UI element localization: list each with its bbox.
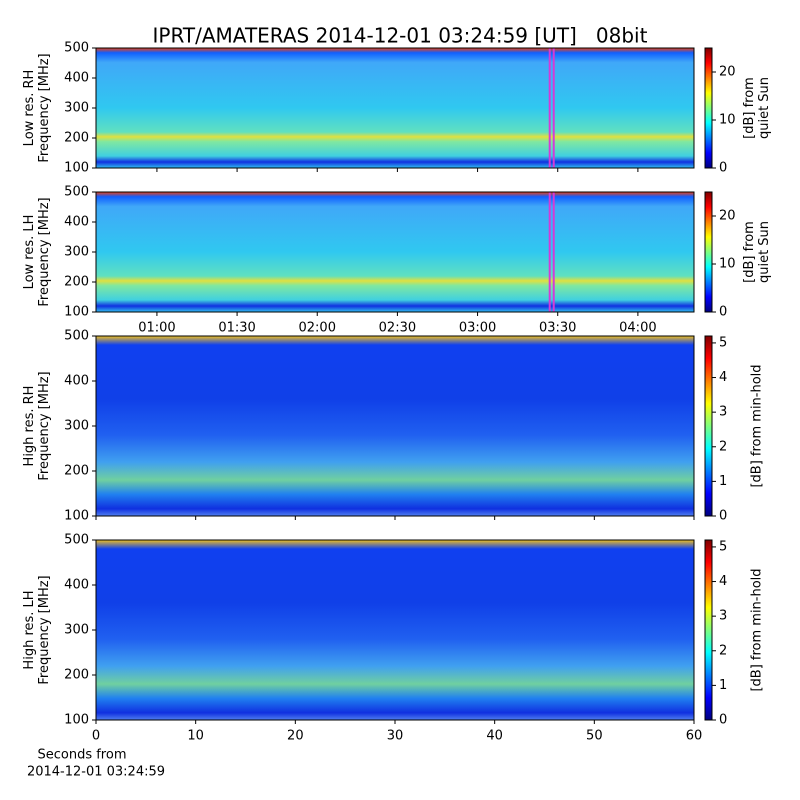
colorbar-tick-label: 1 — [719, 474, 727, 489]
x-tick-label: 50 — [586, 729, 603, 744]
x-tick-label: 10 — [187, 729, 204, 744]
colorbar-tick-label: 2 — [719, 643, 727, 658]
colorbar-tick-label: 0 — [719, 509, 727, 524]
colorbar-tick-label: 20 — [719, 209, 736, 224]
y-tick-label: 400 — [64, 578, 89, 593]
y-tick-label: 300 — [64, 101, 89, 116]
colorbar-tick-label: 0 — [719, 305, 727, 320]
y-axis-label: High res. RH — [22, 386, 37, 467]
colorbar — [704, 47, 713, 169]
y-tick-label: 300 — [64, 245, 89, 260]
y-tick-label: 500 — [64, 329, 89, 344]
colorbar-label: [dB] from min-hold — [750, 568, 765, 691]
y-tick-label: 200 — [64, 464, 89, 479]
x-tick-label: 20 — [287, 729, 304, 744]
y-axis-label: High res. LH — [22, 590, 37, 669]
y-tick-label: 400 — [64, 71, 89, 86]
colorbar — [704, 335, 713, 517]
y-tick-label: 100 — [64, 713, 89, 728]
x-axis-label: Seconds from — [37, 748, 126, 763]
y-tick-label: 500 — [64, 41, 89, 56]
y-axis-label: Frequency [MHz] — [37, 371, 52, 480]
x-tick-label: 04:00 — [619, 321, 656, 336]
y-tick-label: 300 — [64, 623, 89, 638]
colorbar-tick-label: 3 — [719, 405, 727, 420]
y-tick-label: 400 — [64, 215, 89, 230]
colorbar-label: quiet Sun — [757, 221, 772, 283]
y-tick-label: 200 — [64, 275, 89, 290]
x-tick-label: 01:00 — [138, 321, 175, 336]
x-tick-label: 03:30 — [539, 321, 576, 336]
colorbar-tick-label: 10 — [719, 257, 736, 272]
colorbar-tick-label: 1 — [719, 678, 727, 693]
colorbar-tick-label: 0 — [719, 713, 727, 728]
spectrogram — [96, 540, 694, 720]
y-axis-label: Frequency [MHz] — [37, 53, 52, 162]
colorbar — [704, 539, 713, 721]
colorbar-tick-label: 10 — [719, 113, 736, 128]
colorbar-label: [dB] from — [742, 77, 757, 139]
colorbar-tick-label: 5 — [719, 335, 727, 350]
spectrogram — [96, 336, 694, 516]
colorbar-tick-label: 4 — [719, 370, 727, 385]
x-tick-label: 40 — [486, 729, 503, 744]
spectrogram — [96, 48, 694, 168]
x-tick-label: 0 — [92, 729, 100, 744]
y-axis-label: Frequency [MHz] — [37, 197, 52, 306]
x-tick-label: 03:00 — [459, 321, 496, 336]
colorbar-tick-label: 5 — [719, 539, 727, 554]
y-tick-label: 400 — [64, 374, 89, 389]
chart-title: IPRT/AMATERAS 2014-12-01 03:24:59 [UT] 0… — [153, 24, 648, 48]
y-axis-label: Frequency [MHz] — [37, 575, 52, 684]
x-axis-label: 2014-12-01 03:24:59 — [27, 765, 165, 780]
colorbar-label: [dB] from min-hold — [750, 364, 765, 487]
colorbar-tick-label: 2 — [719, 439, 727, 454]
x-tick-label: 60 — [686, 729, 703, 744]
colorbar-tick-label: 20 — [719, 65, 736, 80]
y-tick-label: 100 — [64, 161, 89, 176]
y-tick-label: 500 — [64, 185, 89, 200]
y-tick-label: 100 — [64, 509, 89, 524]
y-tick-label: 200 — [64, 131, 89, 146]
y-tick-label: 100 — [64, 305, 89, 320]
colorbar-tick-label: 0 — [719, 161, 727, 176]
y-axis-label: Low res. RH — [22, 70, 37, 147]
x-tick-label: 02:30 — [379, 321, 416, 336]
spectrogram — [96, 192, 694, 312]
colorbar — [704, 191, 713, 313]
y-tick-label: 200 — [64, 668, 89, 683]
x-tick-label: 01:30 — [218, 321, 255, 336]
x-tick-label: 30 — [387, 729, 404, 744]
y-axis-label: Low res. LH — [22, 215, 37, 290]
y-tick-label: 300 — [64, 419, 89, 434]
colorbar-tick-label: 4 — [719, 574, 727, 589]
colorbar-label: [dB] from — [742, 221, 757, 283]
colorbar-label: quiet Sun — [757, 77, 772, 139]
x-tick-label: 02:00 — [299, 321, 336, 336]
y-tick-label: 500 — [64, 533, 89, 548]
colorbar-tick-label: 3 — [719, 609, 727, 624]
